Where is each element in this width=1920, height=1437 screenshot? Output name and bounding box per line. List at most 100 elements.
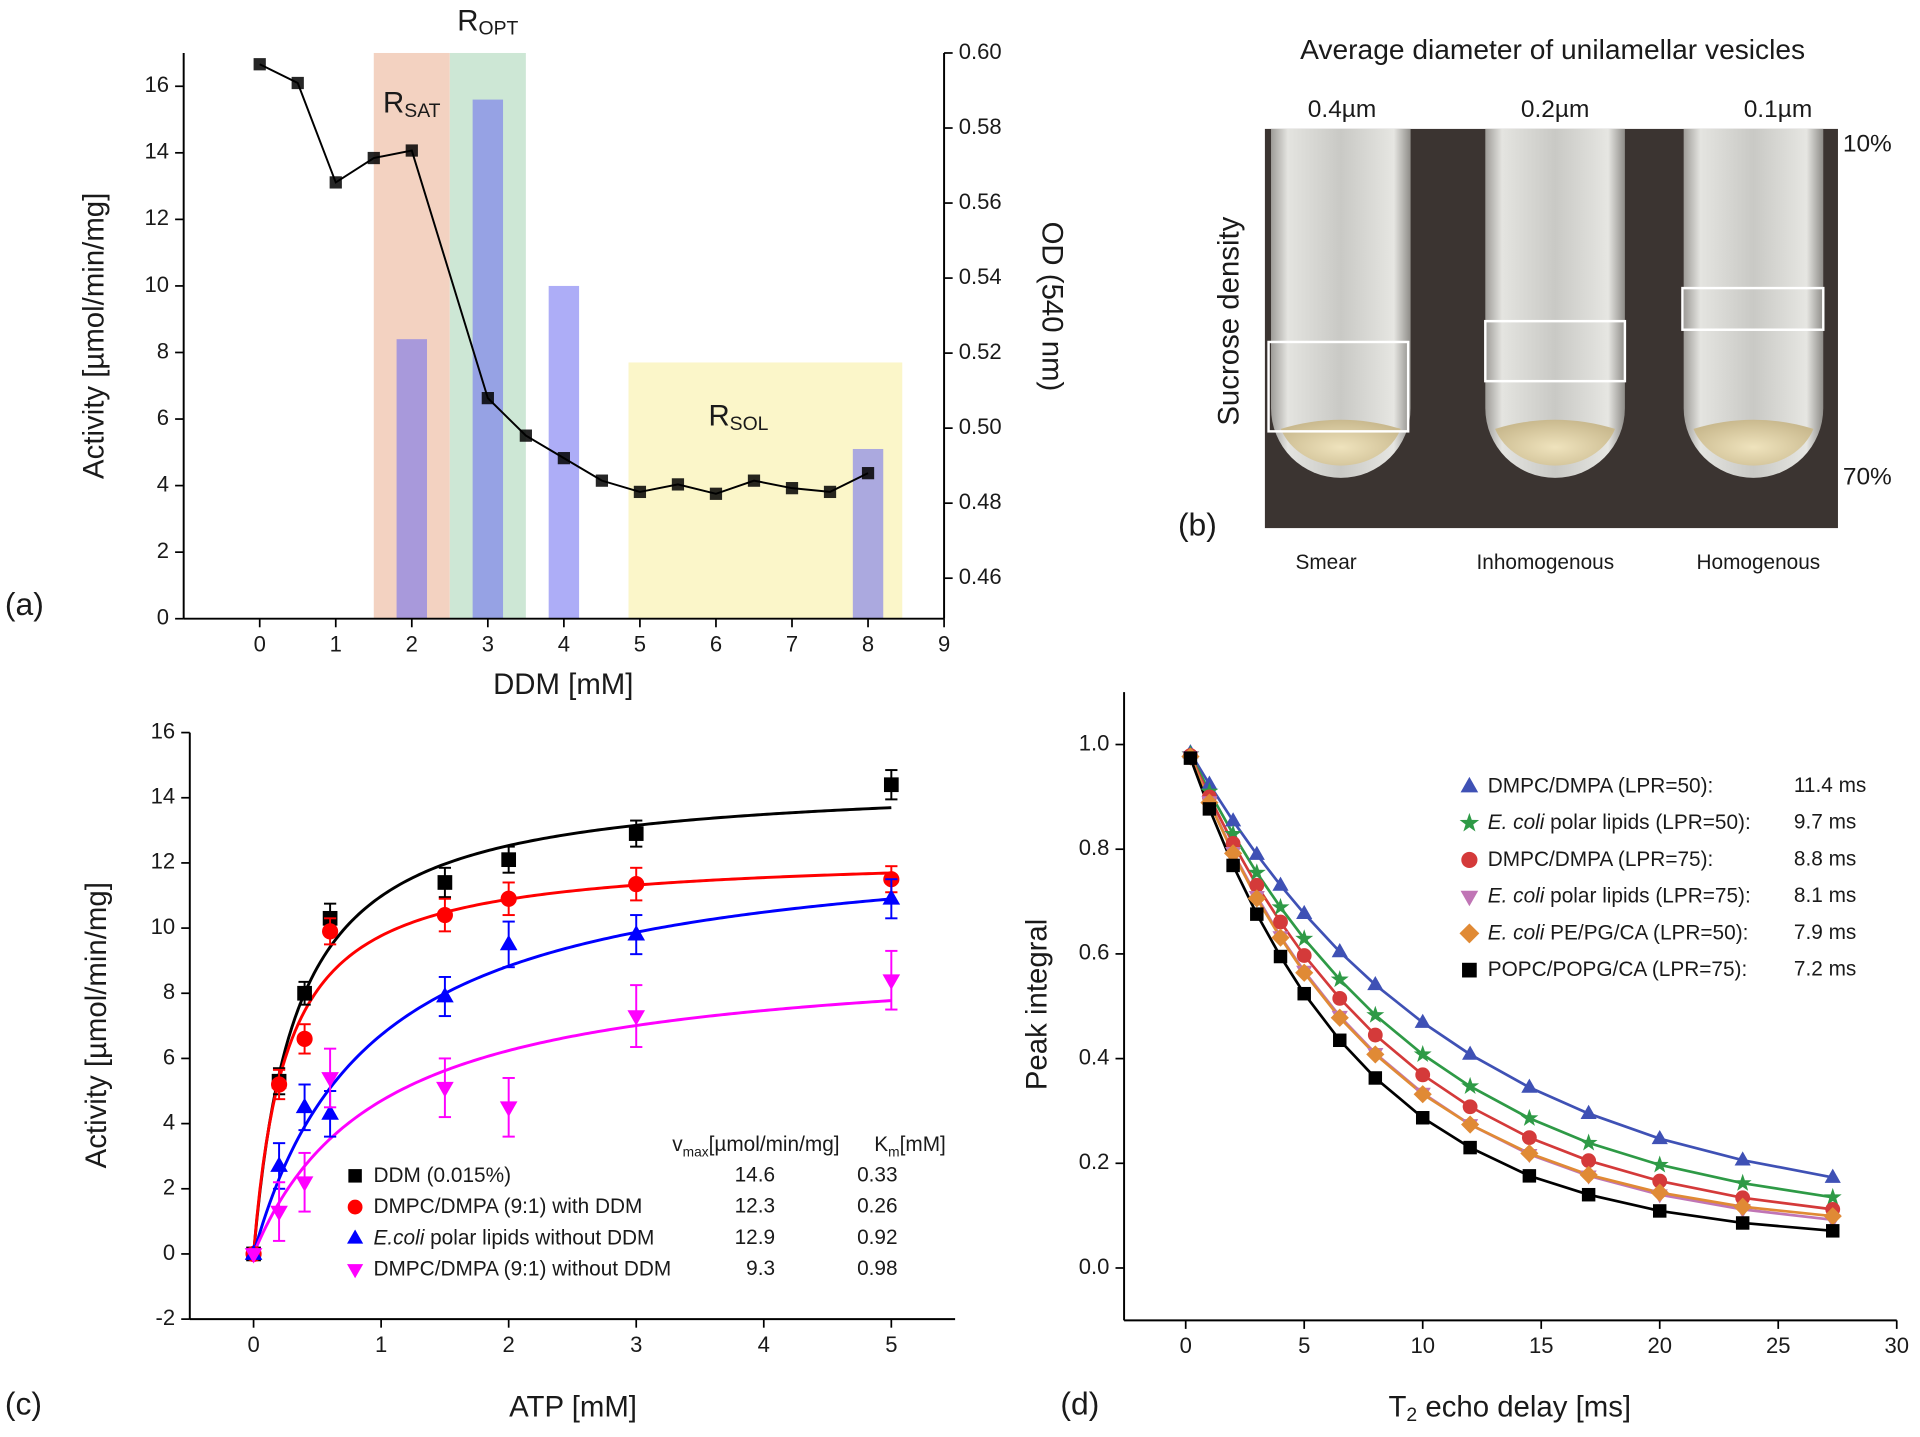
x-axis-label: T2 echo delay [ms] (1388, 1390, 1631, 1426)
marker (1520, 1144, 1539, 1163)
marker (1824, 1168, 1841, 1183)
x-axis-label: DDM [mM] (493, 668, 633, 701)
marker (1579, 1133, 1598, 1151)
text-part: [µmol/min/mg] (709, 1133, 840, 1156)
marker (499, 1101, 518, 1117)
y-tick-label: 12 (144, 205, 169, 230)
marker (1521, 1130, 1537, 1146)
marker (1581, 1187, 1596, 1202)
marker (1735, 1216, 1750, 1230)
text-part: POPC/POPG/CA (LPR=75): (1488, 958, 1747, 981)
text-part: OD (540 nm) (1036, 222, 1069, 392)
marker (1249, 877, 1265, 893)
text-part: polar lipids without DDM (424, 1226, 654, 1249)
marker (1248, 845, 1265, 860)
marker (1183, 751, 1198, 765)
text-part: Activity [µmol/min/mg] (80, 882, 113, 1168)
marker (1522, 1169, 1537, 1183)
legend-marker (347, 1199, 363, 1215)
marker (321, 1104, 339, 1120)
legend-marker (347, 1264, 364, 1279)
marker (882, 889, 901, 905)
band-box (1267, 340, 1410, 433)
bar (396, 339, 428, 619)
y-tick-label: 10 (151, 914, 176, 939)
marker (1823, 1187, 1842, 1205)
text-part: E. coli (1488, 921, 1546, 944)
y-axis-label: Activity [µmol/min/mg] (80, 882, 113, 1168)
marker (627, 1010, 646, 1026)
marker (628, 876, 645, 893)
legend-label: E.coli polar lipids without DDM (373, 1226, 654, 1249)
marker (1332, 990, 1348, 1006)
text-part: [mM] (900, 1133, 946, 1156)
legend-value: 7.2 ms (1794, 958, 1856, 981)
marker (1462, 1099, 1478, 1115)
x-tick-label: 5 (634, 631, 646, 656)
marker (671, 478, 685, 491)
tube-size: 0.1µm (1744, 96, 1813, 123)
panel-label: (a) (5, 586, 44, 622)
marker (321, 1072, 339, 1088)
y2-tick-label: 0.60 (959, 39, 1002, 64)
legend-value: 9.7 ms (1794, 811, 1856, 834)
marker (1368, 1071, 1383, 1085)
marker (481, 391, 494, 405)
y2-tick-label: 0.46 (959, 564, 1002, 589)
y2-tick-label: 0.50 (959, 414, 1002, 439)
y-tick-label: 2 (157, 538, 169, 563)
legend-value: 8.1 ms (1794, 884, 1856, 907)
x-tick-label: 7 (786, 631, 798, 656)
text-part: polar lipids (LPR=50): (1544, 811, 1750, 834)
marker (633, 485, 647, 499)
marker (1367, 976, 1384, 991)
text-part: SOL (730, 413, 769, 435)
legend-label: DMPC/DMPA (9:1) without DDM (373, 1257, 671, 1280)
panel-label: (b) (1178, 506, 1217, 542)
marker (1367, 1027, 1383, 1043)
y-tick-label: 12 (151, 849, 176, 874)
table-km: 0.33 (857, 1163, 897, 1186)
fit-curve (252, 871, 892, 1255)
marker (1273, 914, 1288, 930)
marker (1462, 1045, 1479, 1060)
marker (437, 875, 453, 890)
legend-label: DMPC/DMPA (9:1) with DDM (373, 1195, 642, 1218)
y-tick-label: 14 (151, 784, 176, 809)
region-label: RSOL (708, 399, 768, 435)
y-tick-label: 8 (157, 338, 169, 363)
marker (270, 1205, 288, 1222)
legend-marker (1462, 962, 1477, 978)
region-label: RSAT (383, 86, 441, 122)
legend-label: E. coli polar lipids (LPR=75): (1488, 884, 1751, 907)
legend-value: 11.4 ms (1794, 774, 1866, 797)
table-vmax: 14.6 (735, 1163, 775, 1186)
marker (1202, 802, 1217, 816)
band-box (1484, 319, 1627, 383)
marker (823, 485, 837, 499)
marker (322, 923, 339, 940)
y-tick-label: 16 (144, 72, 169, 97)
x-tick-label: 8 (862, 631, 874, 656)
text-part: K (874, 1133, 888, 1156)
tube-size: 0.2µm (1521, 96, 1590, 123)
marker (1733, 1173, 1752, 1191)
marker (271, 1076, 288, 1093)
marker (1272, 876, 1289, 891)
marker (1415, 1067, 1431, 1083)
tube (1484, 128, 1627, 478)
y2-tick-label: 0.54 (959, 264, 1002, 289)
marker (785, 482, 799, 495)
density-top: 10% (1843, 130, 1892, 157)
marker (500, 890, 517, 907)
marker (1295, 929, 1314, 947)
legend-label: DMPC/DMPA (LPR=50): (1488, 774, 1714, 797)
tube (1681, 128, 1825, 478)
y2-tick-label: 0.48 (959, 489, 1002, 514)
y-tick-label: 0.4 (1079, 1044, 1110, 1069)
text-part: DDM [mM] (493, 668, 633, 701)
text-part: 2 (1406, 1404, 1417, 1426)
